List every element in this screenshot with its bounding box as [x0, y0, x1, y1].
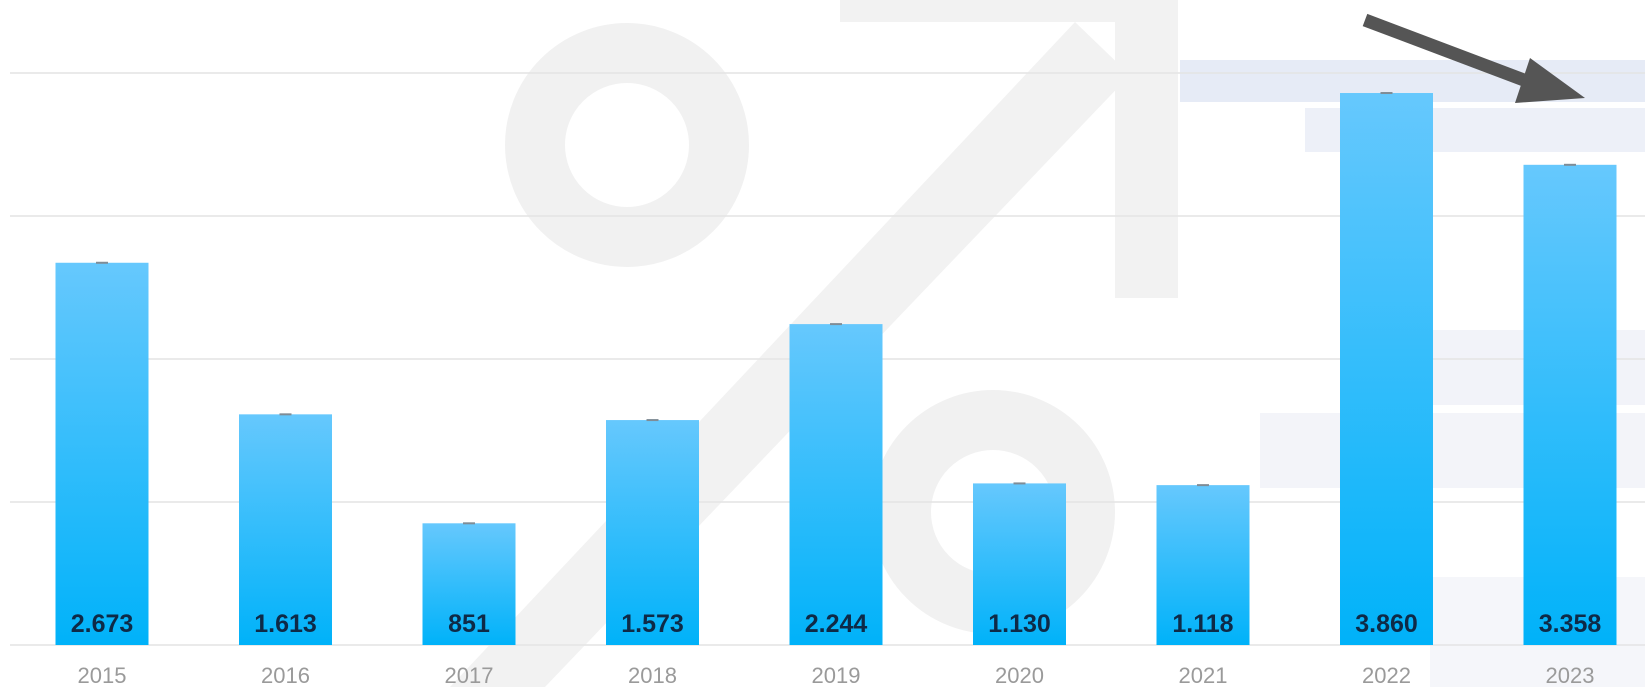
x-tick-label-2017: 2017 — [445, 663, 494, 687]
value-label-2019: 2.244 — [805, 610, 868, 638]
value-label-2023: 3.358 — [1539, 610, 1602, 638]
bar-2020 — [973, 483, 1066, 645]
x-tick-label-2022: 2022 — [1362, 663, 1411, 687]
x-tick-label-2015: 2015 — [78, 663, 127, 687]
bar-2016 — [239, 414, 332, 645]
bars — [55, 92, 1617, 645]
watermark-arrow-head — [840, 0, 1178, 298]
value-label-2015: 2.673 — [71, 610, 134, 638]
x-tick-label-2023: 2023 — [1546, 663, 1595, 687]
bar-2022 — [1340, 93, 1433, 645]
value-labels: 2.673 1.613 851 1.573 2.244 1.130 1.118 3.860 3.… — [71, 610, 1602, 638]
annotation-arrow-icon — [1362, 13, 1585, 103]
value-label-2018: 1.573 — [621, 610, 684, 638]
bar-2015 — [55, 262, 149, 645]
bar-2021 — [1156, 485, 1250, 645]
x-tick-label-2021: 2021 — [1179, 663, 1228, 687]
x-tick-label-2016: 2016 — [261, 663, 310, 687]
watermark-circle-top — [505, 23, 749, 267]
x-tick-label-2018: 2018 — [628, 663, 677, 687]
x-axis-tick-labels: 2015 2016 2017 2018 2019 2020 2021 2022 2023 — [78, 663, 1595, 687]
x-tick-label-2020: 2020 — [995, 663, 1044, 687]
x-tick-label-2019: 2019 — [812, 663, 861, 687]
value-label-2017: 851 — [448, 610, 490, 638]
bar-2018 — [606, 420, 699, 645]
value-label-2021: 1.118 — [1172, 610, 1233, 638]
bar-2019 — [789, 324, 883, 645]
value-label-2016: 1.613 — [254, 610, 317, 638]
bar-2017 — [422, 523, 516, 645]
value-label-2022: 3.860 — [1355, 610, 1418, 638]
value-label-2020: 1.130 — [988, 610, 1051, 638]
bar-2023 — [1523, 164, 1617, 645]
